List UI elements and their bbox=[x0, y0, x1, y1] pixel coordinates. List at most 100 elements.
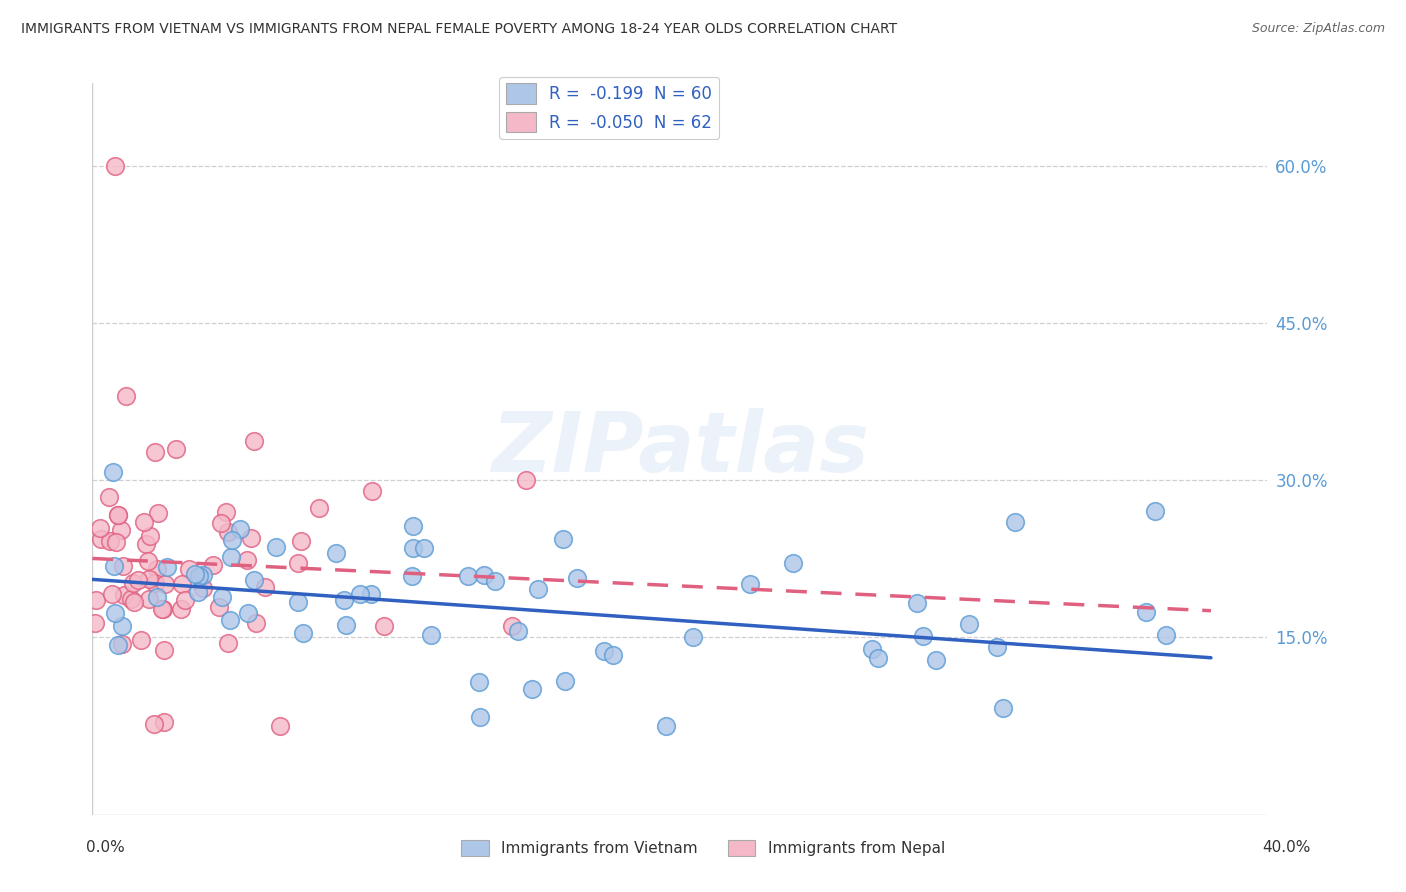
Point bbox=[245, 615, 267, 630]
Point bbox=[1004, 515, 1026, 529]
Point bbox=[138, 592, 160, 607]
Point bbox=[457, 568, 479, 582]
Point bbox=[214, 505, 236, 519]
Point bbox=[135, 537, 157, 551]
Point bbox=[740, 577, 762, 591]
Point bbox=[373, 619, 395, 633]
Point bbox=[468, 709, 491, 723]
Point bbox=[868, 650, 890, 665]
Point bbox=[551, 532, 574, 546]
Point bbox=[229, 522, 252, 536]
Point bbox=[501, 619, 523, 633]
Point bbox=[782, 556, 804, 570]
Point bbox=[291, 625, 314, 640]
Point bbox=[104, 160, 127, 174]
Point bbox=[349, 587, 371, 601]
Point bbox=[127, 574, 149, 588]
Point bbox=[1144, 504, 1167, 518]
Point bbox=[506, 624, 529, 639]
Point bbox=[145, 445, 167, 459]
Point bbox=[236, 607, 259, 621]
Point bbox=[554, 674, 576, 689]
Point bbox=[107, 638, 129, 652]
Point bbox=[170, 576, 193, 591]
Point bbox=[146, 590, 169, 604]
Point bbox=[907, 596, 929, 610]
Point bbox=[287, 556, 309, 570]
Point bbox=[112, 588, 135, 602]
Point bbox=[239, 531, 262, 545]
Point bbox=[602, 648, 624, 662]
Point bbox=[207, 599, 229, 614]
Point bbox=[90, 532, 112, 546]
Point bbox=[209, 516, 232, 530]
Point bbox=[138, 529, 160, 543]
Point bbox=[335, 617, 357, 632]
Point bbox=[290, 533, 312, 548]
Text: 0.0%: 0.0% bbox=[86, 840, 125, 855]
Legend: Immigrants from Vietnam, Immigrants from Nepal: Immigrants from Vietnam, Immigrants from… bbox=[456, 834, 950, 862]
Point bbox=[269, 719, 291, 733]
Point bbox=[152, 602, 174, 616]
Point bbox=[217, 524, 239, 539]
Point bbox=[361, 483, 384, 498]
Point bbox=[484, 574, 506, 589]
Point bbox=[110, 523, 132, 537]
Point bbox=[173, 592, 195, 607]
Legend: R =  -0.199  N = 60, R =  -0.050  N = 62: R = -0.199 N = 60, R = -0.050 N = 62 bbox=[499, 77, 718, 139]
Point bbox=[146, 562, 169, 576]
Point bbox=[107, 508, 129, 522]
Point bbox=[183, 566, 205, 581]
Point bbox=[132, 515, 155, 529]
Point bbox=[110, 637, 132, 651]
Point bbox=[138, 572, 160, 586]
Point bbox=[565, 571, 588, 585]
Point bbox=[105, 534, 128, 549]
Point bbox=[1154, 628, 1177, 642]
Text: Source: ZipAtlas.com: Source: ZipAtlas.com bbox=[1251, 22, 1385, 36]
Point bbox=[103, 465, 125, 479]
Point bbox=[155, 576, 177, 591]
Point bbox=[150, 602, 173, 616]
Point bbox=[84, 615, 107, 630]
Point bbox=[165, 442, 187, 456]
Point bbox=[146, 506, 169, 520]
Point bbox=[177, 562, 200, 576]
Point bbox=[986, 640, 1008, 654]
Point bbox=[143, 575, 166, 590]
Point bbox=[925, 653, 948, 667]
Point bbox=[472, 568, 495, 582]
Point bbox=[201, 558, 224, 572]
Point bbox=[122, 595, 145, 609]
Point bbox=[402, 541, 425, 556]
Point bbox=[217, 635, 239, 649]
Point bbox=[107, 508, 129, 522]
Point bbox=[136, 554, 159, 568]
Point bbox=[467, 674, 489, 689]
Point bbox=[515, 473, 537, 487]
Point bbox=[98, 491, 121, 505]
Point bbox=[236, 553, 259, 567]
Point bbox=[360, 587, 382, 601]
Point bbox=[401, 568, 423, 582]
Point bbox=[193, 568, 215, 582]
Point bbox=[1135, 605, 1157, 619]
Point bbox=[308, 501, 330, 516]
Text: 40.0%: 40.0% bbox=[1263, 840, 1310, 855]
Point bbox=[412, 541, 434, 556]
Point bbox=[254, 580, 277, 594]
Point bbox=[156, 559, 179, 574]
Point bbox=[991, 700, 1014, 714]
Point bbox=[152, 715, 174, 730]
Point bbox=[129, 633, 152, 648]
Point bbox=[122, 576, 145, 591]
Point bbox=[860, 642, 883, 657]
Point bbox=[84, 592, 107, 607]
Point bbox=[219, 614, 242, 628]
Point bbox=[187, 584, 209, 599]
Point bbox=[264, 541, 287, 555]
Point bbox=[243, 574, 266, 588]
Point bbox=[682, 630, 704, 644]
Point bbox=[325, 546, 347, 560]
Point bbox=[420, 627, 443, 641]
